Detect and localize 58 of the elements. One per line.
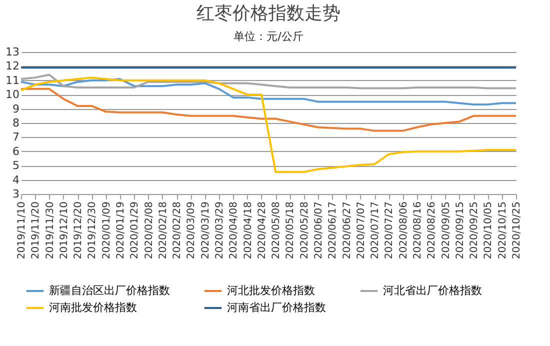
legend-label: 河南批发价格指数 <box>49 301 137 314</box>
x-tick-label: 2020/04/28 <box>256 202 268 260</box>
y-tick-label: 5 <box>12 159 20 172</box>
chart-title: 红枣价格指数走势 <box>196 3 340 24</box>
x-tick-label: 2020/09/05 <box>440 202 452 260</box>
x-tick-label: 2020/04/08 <box>228 202 240 260</box>
x-tick-label: 2020/03/29 <box>214 202 226 260</box>
line-series <box>20 88 517 132</box>
legend-label: 河南省出厂价格指数 <box>227 301 326 314</box>
x-tick-label: 2020/02/28 <box>172 202 184 260</box>
y-tick-label: 3 <box>12 188 20 200</box>
x-tick-label: 2020/07/07 <box>356 202 367 260</box>
x-tick-label: 2020/02/08 <box>144 202 155 260</box>
x-tick-label: 2020/09/25 <box>469 202 480 260</box>
legend-label: 河北省出厂价格指数 <box>383 284 482 297</box>
x-tick-label: 2020/08/06 <box>398 202 410 260</box>
x-tick-label: 2020/03/09 <box>186 202 198 260</box>
x-tick-label: 2019/11/20 <box>30 202 42 260</box>
x-tick-label: 2020/09/15 <box>454 202 466 260</box>
x-tick-label: 2020/06/27 <box>342 202 353 260</box>
x-tick-label: 2020/05/28 <box>299 202 310 260</box>
x-tick-label: 2020/04/18 <box>242 202 254 260</box>
y-tick-label: 7 <box>12 130 20 144</box>
line-series <box>20 74 517 90</box>
x-tick-label: 2019/12/20 <box>73 202 84 260</box>
x-tick-label: 2020/08/16 <box>412 202 424 260</box>
x-tick-label: 2020/08/26 <box>426 202 438 260</box>
y-tick-label: 13 <box>6 46 20 58</box>
x-tick-label: 2020/03/19 <box>200 202 212 260</box>
x-tick-label: 2020/07/17 <box>370 202 382 260</box>
x-tick-label: 2019/11/30 <box>44 202 56 260</box>
y-tick-label: 12 <box>6 60 20 73</box>
x-tick-label: 2019/12/30 <box>87 202 98 260</box>
legend-label: 新疆自治区出厂价格指数 <box>49 284 170 297</box>
x-tick-label: 2019/11/10 <box>16 202 28 260</box>
x-tick-label: 2020/01/09 <box>101 202 112 260</box>
line-series <box>20 76 517 173</box>
x-tick-label: 2020/01/19 <box>116 202 126 260</box>
x-tick-label: 2020/06/17 <box>328 202 339 260</box>
line-series <box>20 78 517 106</box>
x-tick-label: 2020/07/27 <box>384 202 396 260</box>
legend-label: 河北批发价格指数 <box>227 284 315 297</box>
x-tick-label: 2020/02/18 <box>158 202 169 260</box>
y-tick-label: 4 <box>12 173 20 186</box>
y-tick-label: 11 <box>6 74 20 87</box>
chart-subtitle: 单位：元/公斤 <box>234 30 304 43</box>
y-tick-label: 10 <box>6 88 20 102</box>
x-tick-label: 2019/12/10 <box>58 202 70 260</box>
x-tick-label: 2020/05/18 <box>285 202 296 260</box>
x-tick-label: 2020/06/07 <box>314 202 324 260</box>
x-tick-label: 2020/01/29 <box>130 202 141 260</box>
y-tick-label: 8 <box>12 116 20 130</box>
x-tick-label: 2020/10/25 <box>512 202 522 260</box>
x-tick-label: 2020/05/08 <box>271 202 282 260</box>
y-tick-label: 9 <box>12 102 20 116</box>
x-tick-label: 2020/10/15 <box>497 202 508 260</box>
y-tick-label: 6 <box>12 144 20 158</box>
x-tick-label: 2020/10/05 <box>483 202 494 260</box>
